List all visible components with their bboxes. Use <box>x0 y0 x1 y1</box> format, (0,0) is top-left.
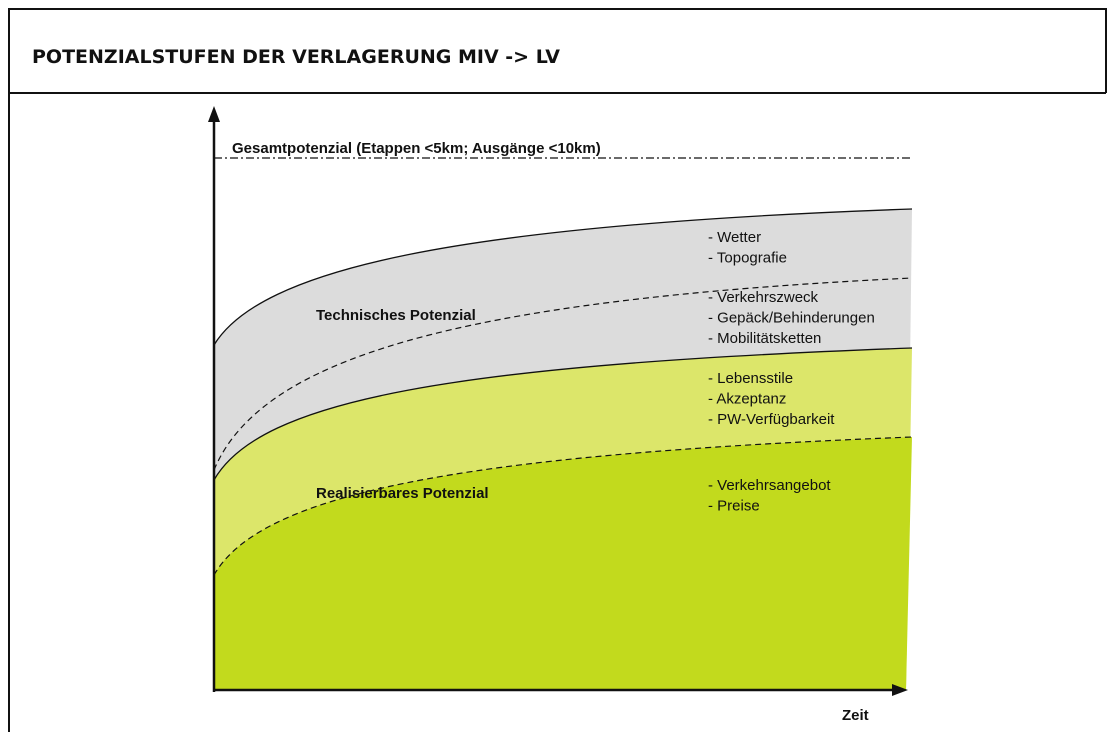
title: POTENZIALSTUFEN DER VERLAGERUNG MIV -> L… <box>32 46 560 68</box>
arrow <box>892 684 908 696</box>
factor: - Mobilitätsketten <box>708 330 821 347</box>
frame <box>8 8 1107 732</box>
technical-curve <box>213 208 913 346</box>
factor: - Gepäck/Behinderungen <box>708 310 875 327</box>
x-axis-label: Zeit <box>842 707 869 724</box>
factor: - Verkehrszweck <box>708 289 819 306</box>
dashed-curve <box>213 436 913 576</box>
factor: - Preise <box>708 498 760 515</box>
total-label: Gesamtpotenzial (Etappen <5km; Ausgänge … <box>232 140 601 157</box>
factor: - Lebensstile <box>708 370 793 387</box>
dashed-curve <box>213 277 913 471</box>
realizable-curve <box>213 347 913 481</box>
factors: - Wetter - Topografie - Verkehrszweck - Gep… <box>708 229 875 515</box>
factor: - Topografie <box>708 250 787 267</box>
factor: - PW-Verfügbarkeit <box>708 411 835 428</box>
realizable-label: Realisierbares Potenzial <box>316 485 489 502</box>
factor: - Wetter <box>708 229 761 246</box>
arrow <box>208 106 220 122</box>
factor: - Akzeptanz <box>708 391 786 408</box>
factor: - Verkehrsangebot <box>708 477 831 494</box>
core-area <box>214 437 912 690</box>
technical-label: Technisches Potenzial <box>316 307 476 324</box>
